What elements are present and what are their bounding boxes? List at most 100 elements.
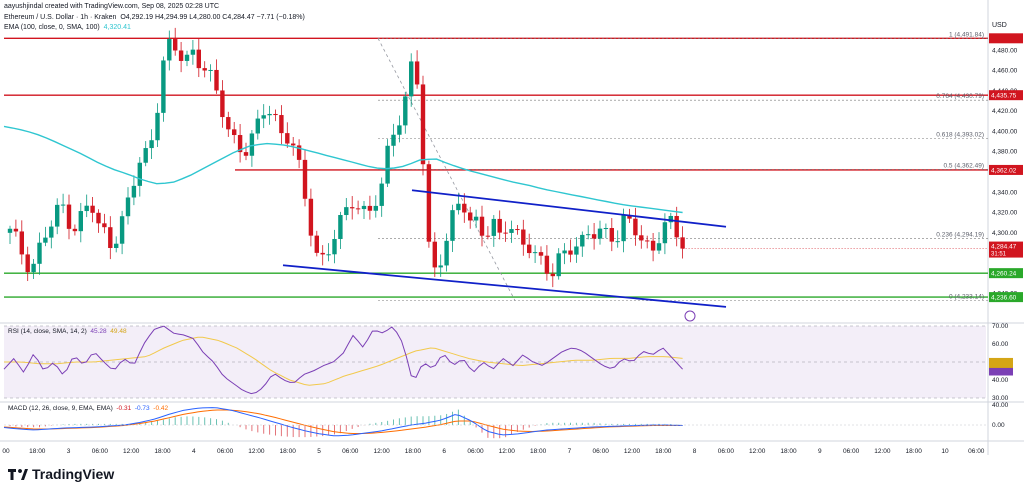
candle-body xyxy=(108,227,113,248)
candle-body xyxy=(161,60,166,113)
time-tick-label: 06:00 xyxy=(467,448,484,455)
candle-body xyxy=(137,162,142,186)
candle-body xyxy=(597,228,603,239)
candle-body xyxy=(355,208,361,210)
candle-body xyxy=(125,197,131,217)
candle-body xyxy=(373,205,378,211)
resistance-price-tag xyxy=(989,90,1023,101)
candle-body xyxy=(220,90,225,118)
macd-legend[interactable]: MACD (12, 26, close, 9, EMA, EMA) -0.31 … xyxy=(8,405,168,412)
candle-body xyxy=(249,133,255,156)
fib-level-label: 1 (4,491.84) xyxy=(949,31,984,38)
ema-legend-label: EMA (100, close, 0, SMA, 100) xyxy=(4,24,100,31)
candle-body xyxy=(155,112,160,141)
time-tick-label: 00 xyxy=(2,448,10,455)
time-tick-label: 3 xyxy=(67,448,71,455)
candle-body xyxy=(473,216,479,221)
candle-body xyxy=(285,133,290,144)
candle-body xyxy=(237,135,243,153)
symbol-title[interactable]: Ethereum / U.S. Dollar · 1h · Kraken xyxy=(4,14,117,21)
time-tick-label: 12:00 xyxy=(123,448,140,455)
rsi-line xyxy=(3,325,683,395)
time-tick-label: 18:00 xyxy=(154,448,171,455)
candle-body xyxy=(49,226,54,238)
candle-body xyxy=(403,96,408,126)
candle-body xyxy=(562,250,567,254)
candle-body xyxy=(409,61,414,97)
time-tick-label: 7 xyxy=(568,448,572,455)
tradingview-wordmark: TradingView xyxy=(32,466,115,482)
candle-body xyxy=(255,118,260,134)
time-tick-label: 06:00 xyxy=(718,448,735,455)
price-tick-label: 4,400.00 xyxy=(992,128,1018,135)
candle-body xyxy=(420,84,426,165)
candle-body xyxy=(296,145,302,160)
candle-body xyxy=(568,250,573,255)
candle-body xyxy=(538,252,544,256)
support-price-tag xyxy=(989,268,1023,279)
candle-body xyxy=(556,253,561,277)
candle-body xyxy=(102,223,107,228)
candle-body xyxy=(279,115,284,134)
candle-body xyxy=(450,210,455,241)
tradingview-brand[interactable]: TradingView xyxy=(8,466,114,482)
candle-body xyxy=(615,241,620,243)
candle-body xyxy=(621,215,626,242)
rsi-tick-label: 40.00 xyxy=(992,377,1009,384)
time-tick-label: 18:00 xyxy=(906,448,923,455)
macd-line xyxy=(3,407,683,437)
candle-body xyxy=(326,254,331,256)
candle-body xyxy=(444,240,449,266)
ema-legend[interactable]: EMA (100, close, 0, SMA, 100) 4,320.41 xyxy=(4,24,131,31)
candle-body xyxy=(190,49,196,55)
candle-body xyxy=(391,134,396,146)
candle-body xyxy=(491,218,496,236)
channel-lower-line xyxy=(282,264,727,308)
candle-body xyxy=(521,229,526,245)
candle-body xyxy=(173,39,178,51)
candle-body xyxy=(78,211,83,232)
candle-body xyxy=(55,204,60,227)
candle-body xyxy=(291,143,296,146)
candle-body xyxy=(627,215,632,219)
price-tick-label: 4,300.00 xyxy=(992,230,1018,237)
candle-body xyxy=(131,185,137,198)
time-tick-label: 12:00 xyxy=(499,448,516,455)
candle-body xyxy=(119,216,125,244)
candle-body xyxy=(208,69,213,71)
rsi-ma-value-tag xyxy=(989,357,1013,368)
fib-level-label: 0.764 (4,430.79) xyxy=(936,93,984,100)
candle-body xyxy=(574,246,579,255)
time-tick-label: 18:00 xyxy=(530,448,547,455)
candle-body xyxy=(114,243,119,248)
time-tick-label: 9 xyxy=(818,448,822,455)
fib-level-label: 0.5 (4,362.49) xyxy=(944,162,984,169)
time-tick-label: 12:00 xyxy=(874,448,891,455)
price-tick-label: 4,340.00 xyxy=(992,189,1018,196)
candle-body xyxy=(414,61,420,85)
candle-body xyxy=(591,234,597,239)
macd-tick-label: 0.00 xyxy=(992,422,1005,429)
candle-body xyxy=(344,207,349,216)
candle-body xyxy=(397,125,402,135)
price-tick-label: 4,380.00 xyxy=(992,149,1018,156)
candle-body xyxy=(680,237,685,249)
candle-body xyxy=(196,49,201,69)
ema-legend-value: 4,320.41 xyxy=(103,24,131,31)
rsi-legend[interactable]: RSI (14, close, SMA, 14, 2) 45.28 49.48 xyxy=(8,328,127,335)
price-tick-label: 4,480.00 xyxy=(992,47,1018,54)
candle-body xyxy=(13,228,19,232)
rsi-tick-label: 30.00 xyxy=(992,395,1009,402)
time-tick-label: 4 xyxy=(192,448,196,455)
candle-body xyxy=(456,203,461,211)
time-tick-label: 18:00 xyxy=(655,448,672,455)
candle-body xyxy=(226,117,231,130)
rsi-ma-legend-value: 49.48 xyxy=(110,328,127,335)
candle-body xyxy=(497,218,502,233)
candle-body xyxy=(350,207,355,209)
candle-body xyxy=(43,237,48,243)
candle-body xyxy=(308,198,314,236)
candle-body xyxy=(379,183,384,206)
resistance-price-tag-label: 4,362.02 xyxy=(991,167,1017,174)
